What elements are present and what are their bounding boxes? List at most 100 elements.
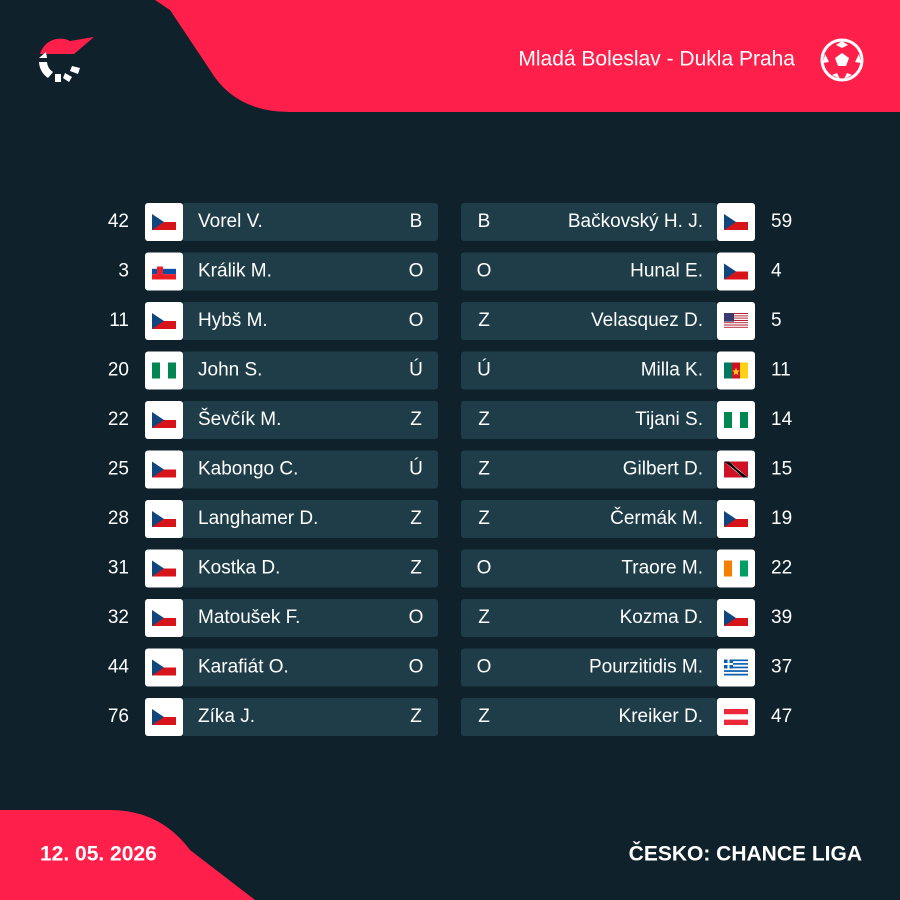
player-row [182,203,438,241]
flag-part [152,274,176,280]
flag-part [724,461,748,478]
flag-part [152,568,176,577]
player-name: Milla K. [641,360,703,381]
player-position: Z [410,409,422,430]
flag [724,214,748,230]
flag-part [152,313,164,329]
flag-part [732,367,740,376]
flag-part [152,709,176,717]
player-position: O [477,261,492,282]
player-name: Kabongo C. [198,459,298,480]
player-position: Ú [477,359,491,381]
player-row [182,599,438,637]
player-name: Gilbert D. [623,459,703,480]
player-position: O [409,261,424,282]
flag-part [724,511,748,519]
player-row [182,252,438,291]
flag-part [724,659,748,662]
shirt-number: 44 [108,657,130,678]
flag [724,560,748,577]
flag-part [724,323,748,325]
flag-part [152,412,176,420]
player-name: Kozma D. [620,607,703,628]
player-row [461,450,717,489]
flag-part [724,618,748,626]
player-position: B [478,211,491,232]
flag [152,214,176,230]
shirt-number: 39 [771,607,792,628]
flag [152,263,176,280]
flag [152,560,176,577]
player-row [461,599,717,637]
flag-part [724,666,748,669]
footer-band [0,810,255,900]
player-row [461,351,717,390]
flag-part [152,313,176,321]
flag-part [740,412,748,428]
player-position: O [477,657,492,678]
player-row [182,500,438,538]
flag-part [724,325,748,327]
flag [152,362,176,379]
flag-part [724,315,748,317]
flag-part [732,412,740,428]
player-position: O [409,310,424,331]
flag-part [724,560,732,577]
player-name: Hybš M. [198,310,268,331]
flag-part [152,709,164,725]
player-position: Ú [409,359,423,381]
player-row [461,401,717,439]
player-row [182,450,438,489]
flag [724,362,748,379]
player-row [182,549,438,588]
flag-part [724,222,748,230]
flag-part [724,412,732,428]
player-name: Matoušek F. [198,607,300,628]
player-position: Z [478,706,490,727]
flag-part [724,313,748,315]
shirt-number: 76 [108,706,129,727]
flag-part [152,412,164,428]
flag-part [724,673,748,676]
flag [152,412,176,428]
player-position: Z [410,558,422,579]
player-name: Bačkovský H. J. [568,211,703,232]
league-name: ČESKO: CHANCE LIGA [629,842,862,866]
flag-part [152,560,164,577]
flag-part [724,327,748,329]
flag-part [724,709,748,715]
shirt-number: 14 [771,409,793,430]
flag-part [724,610,736,626]
shirt-number: 19 [771,508,792,529]
flag-part [152,469,176,478]
player-name: Hunal E. [630,261,703,282]
flag-part [152,268,176,275]
flag [724,659,748,676]
player-name: Zíka J. [198,706,255,727]
flag-part [152,519,176,527]
flag-part [152,659,176,668]
flag-part [724,519,748,527]
player-position: O [477,558,492,579]
flag-part [724,322,748,324]
shirt-number: 47 [771,706,792,727]
player-row [461,203,717,241]
flag [152,461,176,478]
player-name: Tijani S. [635,409,703,430]
player-row [461,648,717,687]
flag-part [732,560,740,577]
player-position: Z [478,310,490,331]
flag-part [724,317,748,319]
shirt-number: 5 [771,310,782,331]
flag-part [152,610,164,626]
flag-part [152,214,176,222]
flag-part [724,214,736,230]
player-position: Z [478,607,490,628]
flag-part [152,659,164,676]
flag-part [152,321,176,329]
flag-part [152,263,176,269]
logo [39,37,94,82]
